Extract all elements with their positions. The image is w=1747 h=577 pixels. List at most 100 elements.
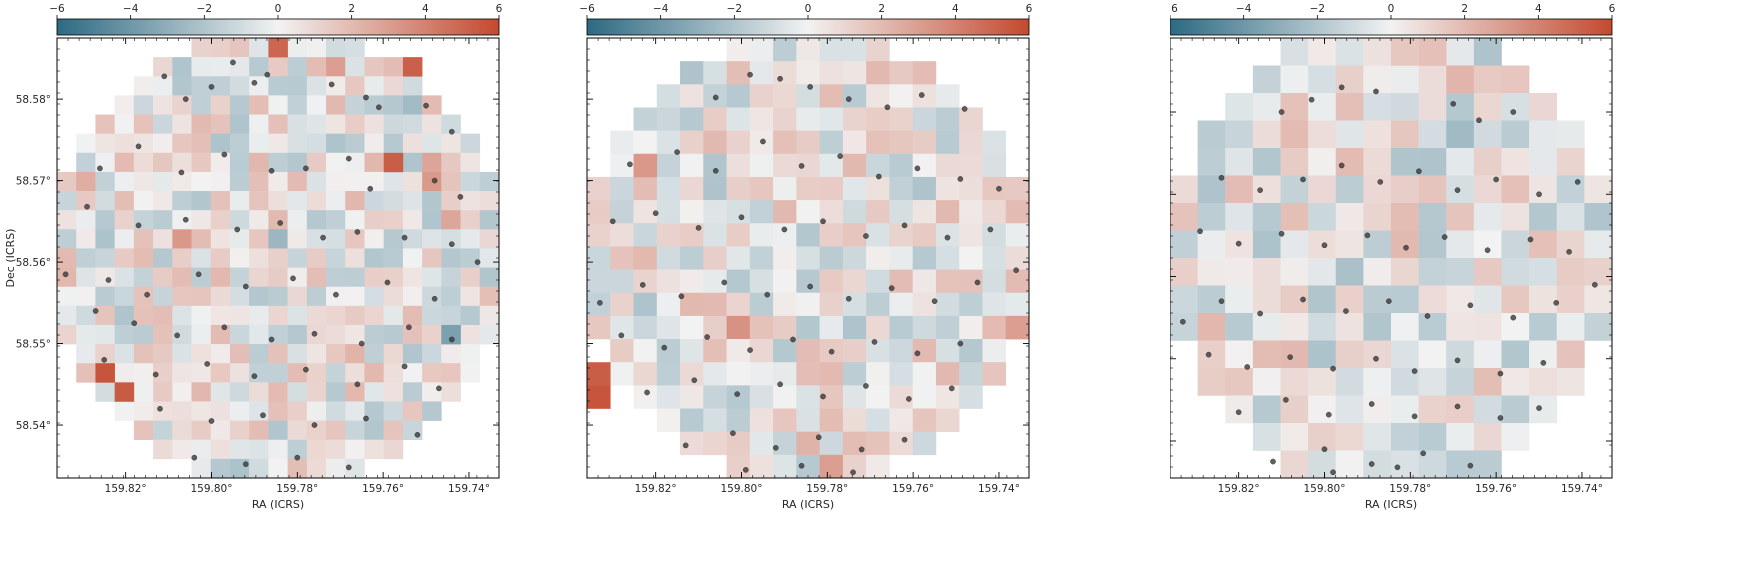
heatmap-cell [326,420,346,441]
heatmap-cell [703,315,727,340]
y-tick-label: 58.57° [16,176,51,188]
heatmap-cell [1005,292,1029,317]
heatmap-cell [656,200,681,224]
source-point [97,165,103,172]
heatmap-cell [1501,368,1530,396]
source-point [182,96,189,102]
heatmap-cell [1529,175,1558,204]
heatmap-cell [172,229,192,249]
heatmap-cell [587,315,611,340]
heatmap-cell [268,191,288,211]
heatmap-cell [229,286,250,307]
heatmap-cell [114,191,135,211]
heatmap-cell [268,114,288,134]
heatmap-cell [1501,285,1530,314]
heatmap-cell [1225,175,1254,204]
heatmap-cell [210,267,231,287]
heatmap-cell [773,84,797,108]
heatmap-cell [210,76,231,96]
source-point [1257,187,1263,193]
heatmap-cell [842,454,867,478]
heatmap-cell [773,362,797,386]
source-point [1403,244,1409,251]
heatmap-cell [306,114,327,134]
source-point [105,277,112,283]
heatmap-cell [680,130,704,155]
heatmap-cell [76,344,96,364]
heatmap-cell [680,269,704,294]
heatmap-cell [796,200,820,224]
heatmap-cell [1225,368,1254,396]
heatmap-cell [95,382,115,402]
heatmap-cell [819,315,844,340]
heatmap-cell [114,171,135,192]
heatmap-cell [364,191,384,211]
heatmap-cell [1308,38,1337,66]
source-point [178,169,185,176]
heatmap-cell [866,454,890,478]
heatmap-cell [402,382,423,402]
heatmap-cell [460,210,481,230]
heatmap-cell [633,107,658,131]
heatmap-cell [306,267,327,287]
x-tick-label: 159.80° [1303,483,1345,495]
source-point [682,442,689,449]
heatmap-cell [935,200,960,224]
heatmap-cell [656,315,681,340]
heatmap-cell [773,339,797,363]
heatmap-cell [172,171,192,192]
heatmap-cell [345,114,365,134]
heatmap-cell [1529,203,1558,231]
heatmap-cell [306,229,327,249]
heatmap-cell [133,382,154,402]
heatmap-cell [114,267,135,287]
heatmap-cell [402,305,423,326]
heatmap-cell [249,229,269,249]
heatmap-cell [912,176,937,201]
heatmap-cell [703,408,727,432]
source-point [436,385,442,392]
source-point [191,454,198,461]
source-point [101,357,108,363]
source-point [828,348,835,355]
heatmap-cell [422,210,442,230]
heatmap-cell [1280,423,1309,451]
source-point [384,279,391,286]
heatmap-cell [1391,340,1419,369]
heatmap-cell [726,292,751,317]
heatmap-cell [172,210,192,230]
heatmap-cell [229,171,250,192]
heatmap-cell [1446,120,1475,149]
heatmap-cell [842,61,867,85]
heatmap-cell [326,171,346,192]
heatmap-cell [796,431,820,456]
heatmap-cell [153,191,173,211]
heatmap-cell [796,408,820,432]
heatmap-cell [842,200,867,224]
heatmap-cell [866,385,890,409]
heatmap-cell [287,76,308,96]
heatmap-cell [153,324,173,345]
heatmap-cell [460,324,481,345]
source-point [1454,403,1461,410]
heatmap-cell [210,286,231,307]
heatmap-cell [1252,423,1281,451]
colorbar-tick-label: 0 [805,3,812,15]
heatmap-cell [1335,203,1364,231]
heatmap-cell [1391,148,1419,176]
heatmap-cell [1225,93,1254,121]
heatmap-cell [982,269,1007,294]
heatmap-cell [287,344,308,364]
heatmap-cell [153,114,173,134]
heatmap-cell [866,362,890,386]
heatmap-cell [1418,285,1447,314]
heatmap-cell [229,267,250,287]
heatmap-cell [866,130,890,155]
heatmap-cell [229,401,250,421]
heatmap-cell [889,292,913,317]
source-point [251,373,258,379]
heatmap-cell [287,191,308,211]
heatmap-cell [633,362,658,386]
heatmap-cell [1501,175,1530,204]
heatmap-cell [773,385,797,409]
